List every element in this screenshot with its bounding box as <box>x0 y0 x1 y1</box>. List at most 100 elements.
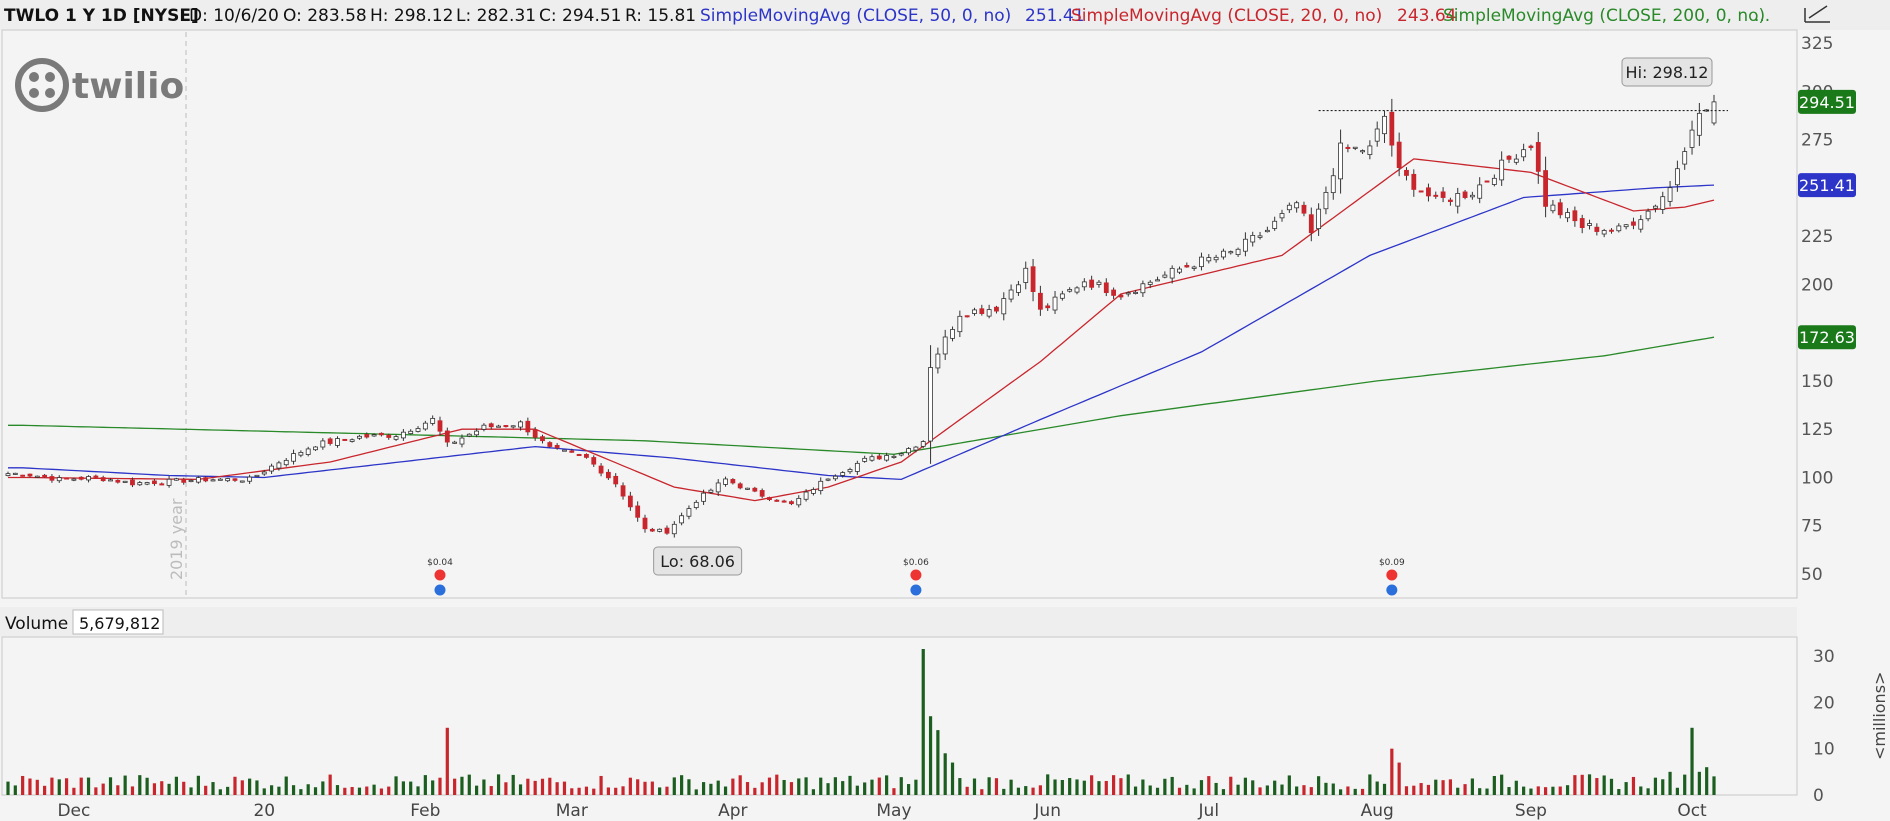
volume-bar[interactable] <box>701 782 706 795</box>
volume-bar[interactable] <box>438 777 442 795</box>
volume-bar[interactable] <box>599 775 603 795</box>
volume-bar[interactable] <box>13 785 17 795</box>
candle[interactable] <box>1191 266 1197 269</box>
volume-bar[interactable] <box>943 753 947 795</box>
candle[interactable] <box>1426 187 1431 197</box>
volume-bar[interactable] <box>291 785 296 795</box>
volume-bar[interactable] <box>255 780 259 795</box>
candle[interactable] <box>481 424 487 430</box>
volume-bar[interactable] <box>1126 774 1130 795</box>
candle[interactable] <box>920 441 926 447</box>
candle[interactable] <box>1177 268 1182 273</box>
volume-bar[interactable] <box>108 777 113 795</box>
candle[interactable] <box>928 367 933 442</box>
candle[interactable] <box>313 446 318 451</box>
candle[interactable] <box>605 471 611 479</box>
candle[interactable] <box>195 477 201 483</box>
volume-bar[interactable] <box>914 779 918 795</box>
volume-bar[interactable] <box>306 784 310 795</box>
volume-bar[interactable] <box>533 780 537 795</box>
candle[interactable] <box>130 479 135 486</box>
volume-bar[interactable] <box>1397 762 1401 795</box>
volume-bar[interactable] <box>1441 780 1445 795</box>
candle[interactable] <box>774 499 780 502</box>
volume-bar[interactable] <box>1470 778 1474 795</box>
candle[interactable] <box>898 453 904 456</box>
candle[interactable] <box>349 439 355 442</box>
candle[interactable] <box>679 515 685 524</box>
candle[interactable] <box>737 483 743 489</box>
volume-bar[interactable] <box>848 775 852 795</box>
candle[interactable] <box>1484 180 1490 183</box>
volume-bar[interactable] <box>1529 788 1533 795</box>
candle[interactable] <box>1301 204 1307 214</box>
volume-bar[interactable] <box>1514 780 1518 795</box>
volume-bar[interactable] <box>636 779 640 795</box>
volume-bar[interactable] <box>1492 775 1496 795</box>
volume-bar[interactable] <box>723 786 728 795</box>
candle[interactable] <box>803 491 809 500</box>
volume-bar[interactable] <box>1639 786 1643 795</box>
volume-bar[interactable] <box>482 779 486 795</box>
volume-bar[interactable] <box>1697 771 1701 795</box>
candle[interactable] <box>759 490 765 497</box>
candle[interactable] <box>1147 281 1153 285</box>
candle[interactable] <box>825 478 831 481</box>
candle[interactable] <box>437 420 443 432</box>
candle[interactable] <box>693 501 699 508</box>
volume-bar[interactable] <box>1434 779 1438 795</box>
volume-bar[interactable] <box>1683 774 1687 795</box>
candle[interactable] <box>1521 149 1527 158</box>
candle[interactable] <box>1623 224 1629 228</box>
volume-bar[interactable] <box>1624 782 1628 795</box>
volume-bar[interactable] <box>1573 775 1577 795</box>
volume-bar[interactable] <box>665 786 669 795</box>
candle[interactable] <box>1242 238 1248 252</box>
volume-bar[interactable] <box>731 778 735 795</box>
candle[interactable] <box>1213 256 1219 261</box>
candle[interactable] <box>584 454 589 458</box>
volume-bar[interactable] <box>233 776 237 795</box>
volume-bar[interactable] <box>372 784 376 795</box>
volume-bar[interactable] <box>1558 786 1562 795</box>
volume-bar[interactable] <box>1375 781 1379 795</box>
candle[interactable] <box>620 485 626 497</box>
volume-bar[interactable] <box>716 780 720 795</box>
candle[interactable] <box>466 433 472 437</box>
candle[interactable] <box>34 475 40 478</box>
volume-bar[interactable] <box>980 789 984 795</box>
candle[interactable] <box>1016 284 1021 293</box>
candle[interactable] <box>1169 267 1175 279</box>
candle[interactable] <box>752 487 758 492</box>
volume-bar[interactable] <box>1675 787 1679 795</box>
dividend-icon[interactable] <box>910 584 922 596</box>
candle[interactable] <box>979 308 985 314</box>
volume-bar[interactable] <box>1031 787 1035 795</box>
candle[interactable] <box>1653 205 1658 209</box>
candle[interactable] <box>547 442 553 447</box>
candle[interactable] <box>1330 175 1336 194</box>
volume-bar[interactable] <box>1265 785 1269 795</box>
volume-bar[interactable] <box>1668 771 1672 795</box>
volume-bar[interactable] <box>1104 780 1108 795</box>
candle[interactable] <box>789 501 794 505</box>
candle[interactable] <box>20 474 26 477</box>
volume-bar[interactable] <box>43 785 47 795</box>
volume-bar[interactable] <box>1331 783 1335 795</box>
candle[interactable] <box>210 479 216 482</box>
candle[interactable] <box>393 436 399 440</box>
volume-bar[interactable] <box>1185 784 1189 795</box>
candle[interactable] <box>708 489 714 493</box>
volume-bar[interactable] <box>1551 786 1555 795</box>
volume-bar[interactable] <box>1602 775 1606 795</box>
candle[interactable] <box>239 480 245 483</box>
candle[interactable] <box>781 500 787 503</box>
volume-bar[interactable] <box>650 781 654 795</box>
sma20-line[interactable] <box>8 158 1715 502</box>
candle[interactable] <box>1272 220 1278 229</box>
candle[interactable] <box>1660 196 1666 210</box>
volume-bar[interactable] <box>1251 780 1255 795</box>
volume-bar[interactable] <box>804 777 808 795</box>
candle[interactable] <box>1601 230 1607 235</box>
candle[interactable] <box>1264 229 1270 233</box>
